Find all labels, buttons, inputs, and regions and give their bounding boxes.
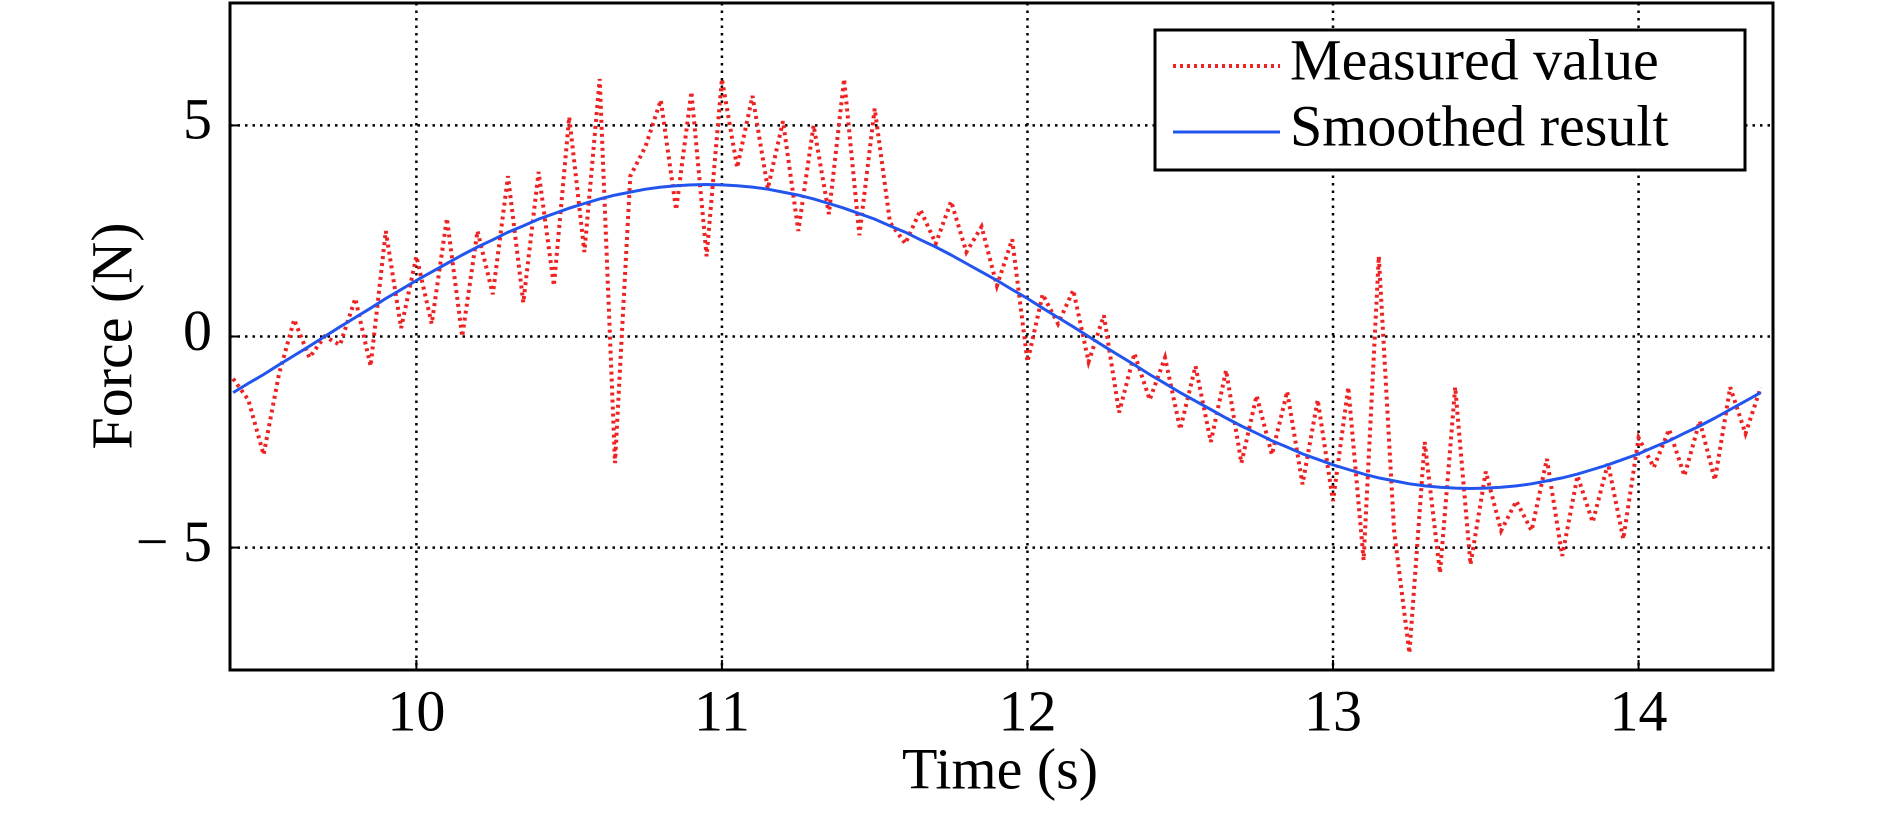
plot-frame (228, 1, 1775, 672)
series-line (231, 78, 1763, 654)
legend-box (1153, 28, 1747, 172)
y-tick-label: − 5 (136, 509, 212, 574)
x-tick-label: 14 (1610, 678, 1668, 743)
legend-label: Smoothed result (1290, 93, 1669, 158)
x-axis-label: Time (s) (902, 736, 1098, 801)
x-tick-label: 13 (1304, 678, 1362, 743)
series-line (232, 182, 1762, 491)
x-tick-label: 10 (387, 678, 445, 743)
x-tick-label: 12 (998, 678, 1056, 743)
y-tick-label: 0 (183, 298, 212, 363)
x-tick-label: 11 (694, 678, 750, 743)
legend-label: Measured value (1290, 27, 1659, 92)
y-axis-label: Force (N) (79, 222, 144, 449)
y-tick-label: 5 (183, 87, 212, 152)
